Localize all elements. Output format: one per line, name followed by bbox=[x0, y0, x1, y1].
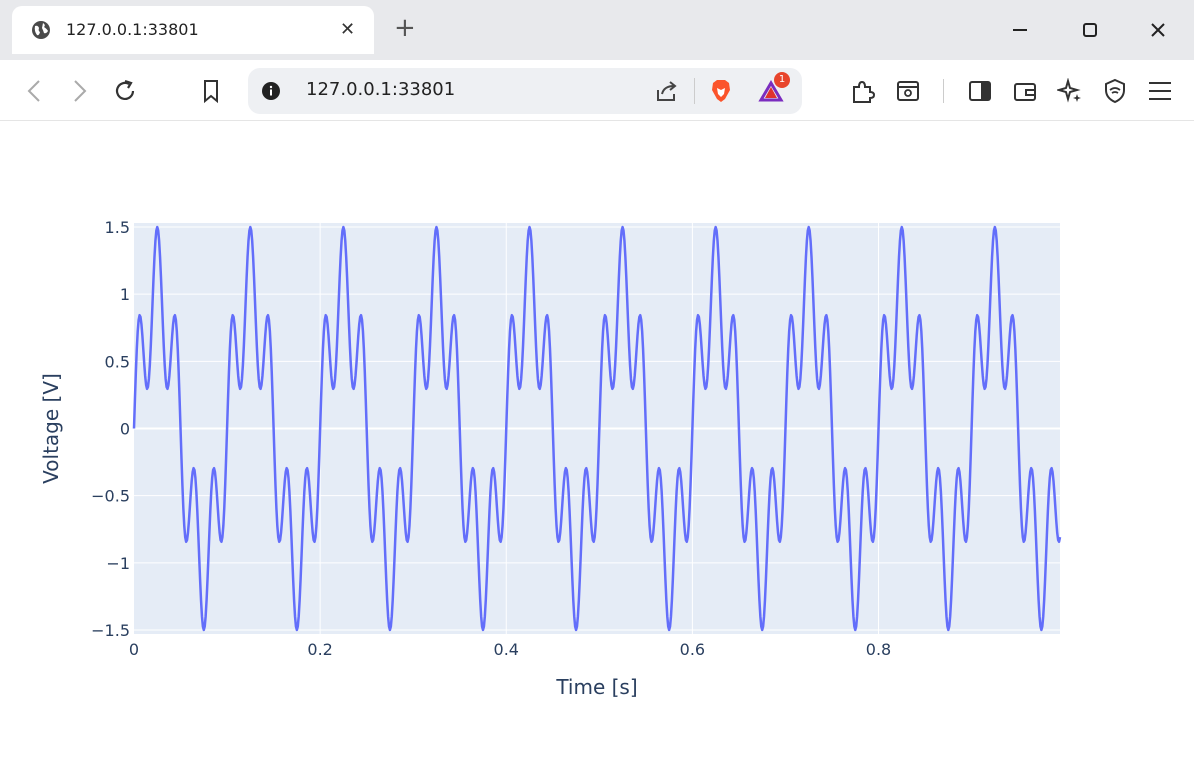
reading-list-icon[interactable] bbox=[895, 78, 921, 104]
globe-icon bbox=[32, 21, 50, 39]
sidebar-icon[interactable] bbox=[967, 78, 993, 104]
close-window-icon[interactable] bbox=[1144, 16, 1172, 44]
brave-rewards-icon[interactable] bbox=[758, 78, 784, 104]
y-axis-title: Voltage [V] bbox=[39, 373, 63, 484]
y-tick-label: 1.5 bbox=[105, 218, 130, 237]
new-tab-icon[interactable]: + bbox=[394, 13, 416, 43]
tab-strip: 127.0.0.1:33801 ✕ + bbox=[0, 0, 1194, 60]
series-line bbox=[132, 225, 1062, 632]
wallet-icon[interactable] bbox=[1012, 78, 1038, 104]
x-tick-label: 0 bbox=[129, 640, 139, 659]
url-text: 127.0.0.1:33801 bbox=[306, 79, 456, 100]
omnibox-divider bbox=[694, 78, 695, 104]
x-axis-title: Time [s] bbox=[555, 675, 637, 699]
tab-close-icon[interactable]: ✕ bbox=[340, 19, 356, 40]
browser-tab[interactable]: 127.0.0.1:33801 ✕ bbox=[12, 6, 374, 54]
reload-icon[interactable] bbox=[112, 78, 138, 104]
brave-shields-icon[interactable] bbox=[708, 78, 734, 104]
share-icon[interactable] bbox=[654, 78, 680, 104]
minimize-icon[interactable] bbox=[1006, 16, 1034, 44]
browser-toolbar: 127.0.0.1:33801 1 bbox=[0, 60, 1194, 121]
site-info-icon[interactable] bbox=[262, 82, 280, 100]
notification-badge: 1 bbox=[774, 72, 790, 88]
maximize-icon[interactable] bbox=[1076, 16, 1104, 44]
toolbar-divider bbox=[943, 79, 944, 103]
back-icon[interactable] bbox=[22, 78, 48, 104]
x-tick-label: 0.6 bbox=[680, 640, 705, 659]
address-bar[interactable]: 127.0.0.1:33801 1 bbox=[248, 68, 802, 114]
y-tick-label: −1 bbox=[106, 554, 130, 573]
tab-title: 127.0.0.1:33801 bbox=[66, 20, 199, 39]
forward-icon[interactable] bbox=[66, 78, 92, 104]
page-content: 0 0.2 0.4 0.6 0.8 −1.5 −1 −0.5 0 0.5 1 1.5 Time [s] V… bbox=[0, 121, 1194, 768]
y-tick-label: −0.5 bbox=[91, 487, 130, 506]
x-tick-label: 0.8 bbox=[866, 640, 891, 659]
y-tick-label: 0 bbox=[120, 420, 130, 439]
y-tick-label: −1.5 bbox=[91, 621, 130, 640]
y-tick-label: 1 bbox=[120, 285, 130, 304]
vpn-shield-icon[interactable] bbox=[1102, 78, 1128, 104]
leo-ai-icon[interactable] bbox=[1057, 78, 1083, 104]
bookmark-icon[interactable] bbox=[198, 78, 224, 104]
voltage-chart: 0 0.2 0.4 0.6 0.8 −1.5 −1 −0.5 0 0.5 1 1.5 Time [s] V… bbox=[39, 218, 1062, 699]
x-tick-label: 0.2 bbox=[307, 640, 332, 659]
menu-icon[interactable] bbox=[1147, 78, 1173, 104]
y-tick-label: 0.5 bbox=[105, 352, 130, 371]
x-tick-label: 0.4 bbox=[494, 640, 519, 659]
extensions-icon[interactable] bbox=[850, 78, 876, 104]
